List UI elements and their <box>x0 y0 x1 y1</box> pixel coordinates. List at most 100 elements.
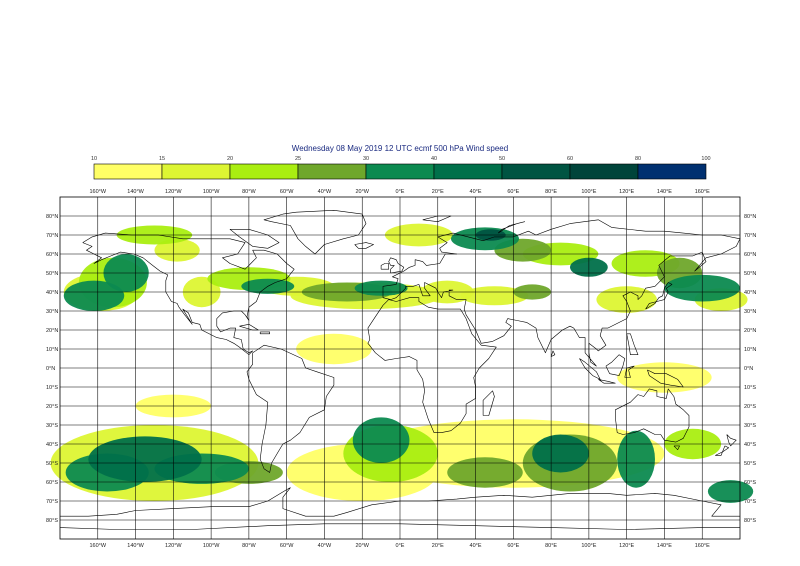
top-lon-tick-label: 100°E <box>581 189 596 195</box>
colorbar-segment <box>297 163 367 180</box>
wind-speed-contour <box>460 286 529 306</box>
coastline-java <box>598 379 616 384</box>
right-lat-tick-label: 60°S <box>744 480 756 486</box>
left-lat-tick-label: 70°S <box>46 499 58 505</box>
colorbar-level-label: 60 <box>567 156 573 162</box>
coastline-svalbard <box>422 215 452 222</box>
coastline-new-guinea <box>647 369 684 388</box>
right-lat-tick-label: 10°S <box>744 385 756 391</box>
top-lon-tick-label: 60°E <box>507 189 519 195</box>
coastline-tasmania <box>673 445 680 450</box>
top-lon-tick-label: 120°W <box>165 189 182 195</box>
right-lat-tick-label: 30°S <box>744 423 756 429</box>
coastline-north-america <box>82 232 295 355</box>
bottom-lon-tick-label: 20°W <box>355 543 369 549</box>
coastline-novaya-zemlya <box>497 221 525 234</box>
right-lat-tick-label: 70°S <box>744 499 756 505</box>
right-lat-tick-label: 80°S <box>744 518 756 524</box>
coastline-cuba <box>239 324 259 331</box>
top-lon-tick-label: 120°E <box>619 189 634 195</box>
colorbar-level-label: 30 <box>363 156 369 162</box>
bottom-lon-tick-label: 0°E <box>396 543 405 549</box>
colorbar-segment <box>229 163 299 180</box>
wind-speed-contour <box>154 238 200 262</box>
bottom-lon-tick-label: 160°W <box>89 543 106 549</box>
top-lon-tick-label: 140°W <box>127 189 144 195</box>
coastlines <box>59 210 741 530</box>
coastline-africa <box>367 297 497 433</box>
wind-speed-contour <box>532 434 589 473</box>
left-lat-tick-label: 60°S <box>46 480 58 486</box>
wind-speed-contour <box>352 417 410 464</box>
colorbar: 10 15 20 25 30 40 50 60 80 100 <box>91 156 711 180</box>
coastline-nz-south <box>715 445 729 456</box>
left-lat-tick-label: 40°N <box>46 290 58 296</box>
colorbar-level-label: 50 <box>499 156 505 162</box>
coastline-philippines <box>626 333 639 355</box>
top-lon-tick-label: 40°E <box>470 189 482 195</box>
left-lat-tick-label: 70°N <box>46 233 58 239</box>
left-lat-tick-label: 80°S <box>46 518 58 524</box>
colorbar-segment <box>569 163 639 180</box>
top-lon-tick-label: 20°W <box>355 189 369 195</box>
right-lat-tick-label: 60°N <box>744 252 756 258</box>
wind-speed-contour <box>617 430 655 488</box>
coastline-borneo <box>605 354 626 376</box>
bottom-lon-tick-label: 40°W <box>318 543 332 549</box>
left-lat-tick-label: 60°N <box>46 252 58 258</box>
left-lat-tick-label: 20°S <box>46 404 58 410</box>
coastline-greenland <box>263 210 367 255</box>
coastline-south-america <box>246 344 335 473</box>
right-lat-tick-label: 50°N <box>744 271 756 277</box>
colorbar-segment <box>637 163 707 180</box>
bottom-lon-tick-label: 120°E <box>619 543 634 549</box>
wind-speed-contour <box>447 457 523 488</box>
right-lat-tick-label: 80°N <box>744 214 756 220</box>
coastline-hispaniola <box>259 331 270 335</box>
top-lon-tick-label: 40°W <box>318 189 332 195</box>
coastline-eurasia <box>382 219 741 367</box>
coastline-sulawesi <box>624 365 635 378</box>
axis-tick-labels: 160°W 140°W 120°W 100°W 80°W 60°W 40°W 20°W 0°E 2… <box>46 189 756 549</box>
coastline-sri-lanka <box>550 350 556 357</box>
colorbar-level-label: 15 <box>159 156 165 162</box>
right-lat-tick-label: 40°S <box>744 442 756 448</box>
right-lat-tick-label: 30°N <box>744 309 756 315</box>
wind-speed-contour <box>707 480 754 503</box>
right-lat-tick-label: 70°N <box>744 233 756 239</box>
coastline-antarctica-inner <box>59 523 740 530</box>
wind-speed-contour <box>63 280 125 311</box>
coastline-nz-north <box>726 434 737 447</box>
coastline-baffin <box>229 229 280 249</box>
left-lat-tick-label: 30°N <box>46 309 58 315</box>
right-lat-tick-label: 10°N <box>744 347 756 353</box>
bottom-lon-tick-label: 120°W <box>165 543 182 549</box>
left-lat-tick-label: 10°N <box>46 347 58 353</box>
bottom-lon-tick-label: 60°E <box>507 543 519 549</box>
bottom-lon-tick-label: 60°W <box>280 543 294 549</box>
coastline-great-britain <box>388 257 405 274</box>
left-lat-tick-label: 50°S <box>46 461 58 467</box>
colorbar-level-label: 20 <box>227 156 233 162</box>
colorbar-level-label: 10 <box>91 156 97 162</box>
colorbar-segment <box>93 163 163 180</box>
colorbar-level-label: 80 <box>635 156 641 162</box>
left-lat-tick-label: 40°S <box>46 442 58 448</box>
colorbar-segment <box>501 163 571 180</box>
bottom-lon-tick-label: 140°E <box>657 543 672 549</box>
coastline-iceland <box>354 242 374 249</box>
top-lon-tick-label: 100°W <box>203 189 220 195</box>
bottom-lon-tick-label: 140°W <box>127 543 144 549</box>
left-lat-tick-label: 30°S <box>46 423 58 429</box>
colorbar-segment <box>433 163 503 180</box>
bottom-lon-tick-label: 80°W <box>242 543 256 549</box>
bottom-lon-tick-label: 80°E <box>545 543 557 549</box>
top-lon-tick-label: 140°E <box>657 189 672 195</box>
bottom-lon-tick-label: 20°E <box>432 543 444 549</box>
right-lat-tick-label: 20°S <box>744 404 756 410</box>
top-lon-tick-label: 60°W <box>280 189 294 195</box>
colorbar-level-label: 40 <box>431 156 437 162</box>
coastline-madagascar <box>482 390 495 416</box>
top-lon-tick-label: 20°E <box>432 189 444 195</box>
